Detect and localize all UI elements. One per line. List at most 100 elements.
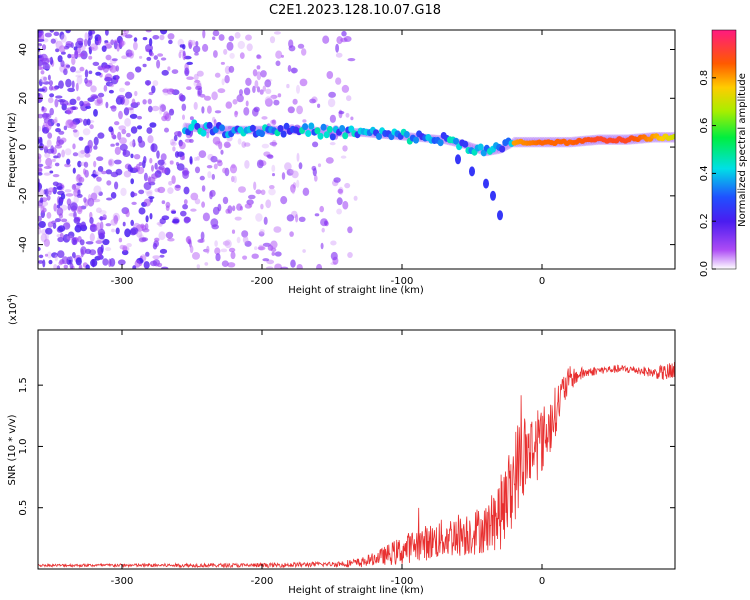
noise-speckle [40,145,49,149]
noise-speckle [149,213,153,220]
noise-speckle [67,53,72,59]
y-tick-label: -20 [18,188,29,204]
noise-speckle [190,192,199,201]
noise-speckle [261,116,268,120]
noise-speckle [193,101,198,110]
noise-speckle [289,231,294,237]
noise-speckle [38,226,41,230]
noise-speckle [46,148,55,154]
noise-speckle [45,157,53,167]
noise-speckle [79,66,85,72]
noise-speckle [243,107,250,116]
noise-speckle [273,31,281,35]
noise-speckle [171,69,179,74]
noise-speckle [149,122,157,128]
noise-speckle [90,43,98,52]
noise-speckle [65,78,72,88]
noise-speckle [140,223,145,229]
noise-speckle [194,52,199,56]
noise-speckle [85,241,94,245]
noise-speckle [117,131,122,141]
noise-speckle [212,30,220,37]
noise-speckle [61,218,68,223]
noise-speckle [190,39,196,46]
noise-speckle [57,99,66,103]
noise-speckle [93,160,97,168]
noise-speckle [57,152,61,159]
noise-speckle [171,210,177,214]
noise-speckle [38,168,43,172]
ridge-point [302,123,309,131]
noise-speckle [47,97,54,104]
noise-speckle [243,87,251,96]
noise-speckle [215,253,221,262]
noise-speckle [65,30,71,34]
noise-speckle [337,188,343,194]
noise-speckle [83,168,86,175]
noise-speckle [206,165,213,169]
colorbar-tick-label: 0.8 [699,70,710,86]
noise-speckle [54,162,60,167]
noise-speckle [253,106,260,113]
noise-speckle [254,80,259,89]
noise-speckle [196,264,200,269]
noise-speckle [86,118,91,126]
noise-speckle [287,65,292,72]
noise-speckle [125,210,130,218]
noise-speckle [65,41,73,46]
noise-speckle [180,210,187,217]
noise-speckle [211,173,215,180]
noise-speckle [227,125,232,129]
noise-speckle [296,84,300,94]
noise-speckle [119,244,125,250]
noise-speckle [302,119,307,123]
noise-speckle [185,236,190,243]
noise-speckle [118,110,123,120]
noise-speckle [161,69,169,76]
noise-speckle [108,89,114,94]
noise-speckle [330,251,338,261]
noise-speckle [61,256,69,265]
noise-speckle [347,252,353,258]
noise-speckle [73,211,77,219]
noise-speckle [268,188,276,196]
noise-speckle [98,66,106,71]
noise-speckle [201,185,206,192]
noise-speckle [96,96,103,104]
noise-speckle [204,249,210,253]
noise-speckle [38,59,43,69]
noise-speckle [234,111,239,115]
y-tick-label: 0 [18,144,29,150]
noise-speckle [161,200,166,205]
noise-speckle [147,135,154,144]
noise-speckle [130,178,134,185]
noise-speckle [120,187,127,197]
noise-speckle [152,255,160,260]
ridge-point [320,123,327,131]
noise-speckle [350,116,354,121]
noise-speckle [256,86,261,93]
noise-speckle [230,251,236,260]
noise-speckle [97,250,103,260]
noise-speckle [159,34,165,41]
noise-speckle [151,164,154,172]
noise-speckle [137,115,142,120]
noise-speckle [83,38,88,47]
noise-speckle [72,252,76,259]
noise-speckle [46,212,52,219]
noise-speckle [175,184,181,189]
noise-speckle [51,118,58,123]
noise-speckle [341,84,350,93]
noise-speckle [63,264,68,269]
noise-speckle [280,196,288,205]
noise-speckle [322,35,330,44]
noise-speckle [186,61,193,65]
noise-speckle [72,152,79,157]
noise-speckle [63,68,68,76]
x-tick-label: -100 [391,576,414,587]
noise-speckle [53,31,60,36]
noise-speckle [71,184,77,190]
noise-speckle [38,246,41,252]
noise-speckle [136,231,143,238]
noise-speckle [213,163,218,170]
